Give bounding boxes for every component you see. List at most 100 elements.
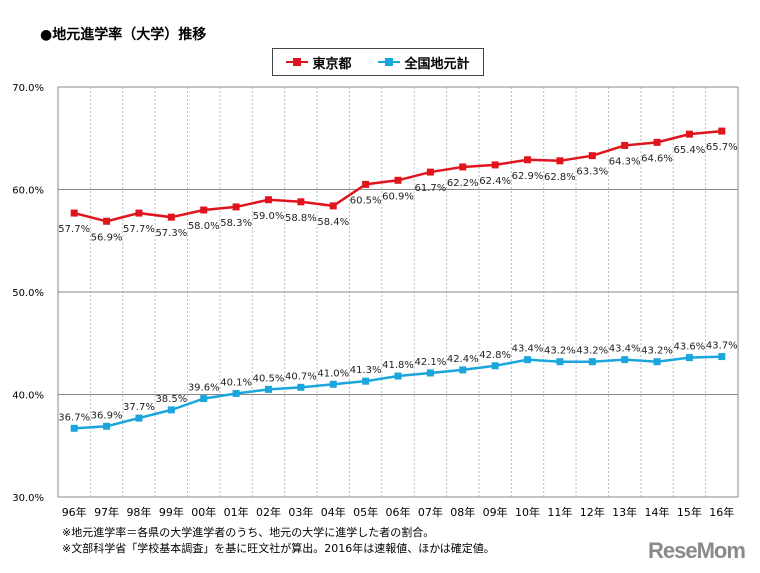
y-tick-label: 30.0% xyxy=(12,493,44,504)
data-label: 57.7% xyxy=(58,224,90,235)
x-tick-label: 03年 xyxy=(288,505,313,519)
data-point xyxy=(394,372,402,380)
x-tick-label: 13年 xyxy=(612,505,637,519)
x-tick-label: 02年 xyxy=(256,505,281,519)
data-point xyxy=(232,389,240,397)
data-point xyxy=(426,168,434,176)
data-point xyxy=(394,176,402,184)
data-point xyxy=(685,354,693,362)
y-tick-label: 60.0% xyxy=(12,186,44,197)
data-point xyxy=(524,156,532,164)
data-point xyxy=(167,213,175,221)
data-point xyxy=(588,358,596,366)
x-tick-label: 08年 xyxy=(450,505,475,519)
data-label: 58.3% xyxy=(220,218,252,229)
data-point xyxy=(459,366,467,374)
data-label: 40.7% xyxy=(285,371,317,382)
data-label: 57.3% xyxy=(155,228,187,239)
y-tick-label: 40.0% xyxy=(12,391,44,402)
x-tick-label: 06年 xyxy=(386,505,411,519)
x-tick-label: 01年 xyxy=(224,505,249,519)
chart-title: ●地元進学率（大学）推移 xyxy=(40,27,207,43)
x-tick-label: 05年 xyxy=(353,505,378,519)
data-label: 43.7% xyxy=(706,341,738,352)
data-point xyxy=(70,209,78,217)
data-point xyxy=(103,217,111,225)
x-tick-label: 11年 xyxy=(547,505,572,519)
data-point xyxy=(621,356,629,364)
legend-swatch xyxy=(286,58,309,66)
data-label: 59.0% xyxy=(253,211,285,222)
data-label: 63.3% xyxy=(576,167,608,178)
data-point xyxy=(362,180,370,188)
data-point xyxy=(232,203,240,211)
x-tick-label: 98年 xyxy=(126,505,151,519)
x-tick-label: 16年 xyxy=(709,505,734,519)
data-label: 40.5% xyxy=(253,373,285,384)
legend-item-national: 全国地元計 xyxy=(378,53,470,72)
x-tick-label: 09年 xyxy=(483,505,508,519)
data-point xyxy=(200,395,208,403)
y-tick-label: 70.0% xyxy=(12,83,44,94)
data-point xyxy=(103,422,111,430)
data-point xyxy=(264,196,272,204)
data-label: 42.1% xyxy=(414,357,446,368)
data-point xyxy=(70,424,78,432)
x-tick-label: 14年 xyxy=(645,505,670,519)
data-point xyxy=(362,377,370,385)
x-tick-label: 07年 xyxy=(418,505,443,519)
data-point xyxy=(329,202,337,210)
data-label: 42.8% xyxy=(479,350,511,361)
data-label: 43.2% xyxy=(544,346,576,357)
legend-item-tokyo: 東京都 xyxy=(286,53,352,72)
data-point xyxy=(167,406,175,414)
data-point xyxy=(653,138,661,146)
data-point xyxy=(588,152,596,160)
data-point xyxy=(491,362,499,370)
data-point xyxy=(524,356,532,364)
resemom-logo: ReseMom xyxy=(648,538,746,563)
x-tick-label: 12年 xyxy=(580,505,605,519)
data-label: 58.4% xyxy=(317,217,349,228)
x-tick-label: 15年 xyxy=(677,505,702,519)
x-tick-label: 99年 xyxy=(159,505,184,519)
data-point xyxy=(621,141,629,149)
data-point xyxy=(297,198,305,206)
data-point xyxy=(264,385,272,393)
footnote: ※文部科学省「学校基本調査」を基に旺文社が算出。2016年は速報値、ほかは確定値… xyxy=(62,542,495,555)
data-label: 43.2% xyxy=(641,346,673,357)
data-label: 56.9% xyxy=(91,232,123,243)
x-tick-label: 04年 xyxy=(321,505,346,519)
data-label: 62.8% xyxy=(544,172,576,183)
data-label: 41.0% xyxy=(317,368,349,379)
data-label: 62.2% xyxy=(447,178,479,189)
data-label: 65.7% xyxy=(706,142,738,153)
data-label: 37.7% xyxy=(123,402,155,413)
data-point xyxy=(491,161,499,169)
x-tick-label: 00年 xyxy=(191,505,216,519)
data-point xyxy=(135,414,143,422)
data-label: 61.7% xyxy=(414,183,446,194)
data-point xyxy=(135,209,143,217)
data-point xyxy=(200,206,208,214)
data-label: 62.4% xyxy=(479,176,511,187)
data-label: 62.9% xyxy=(512,171,544,182)
data-label: 65.4% xyxy=(674,145,706,156)
data-label: 36.7% xyxy=(58,412,90,423)
data-label: 57.7% xyxy=(123,224,155,235)
legend-label: 東京都 xyxy=(312,56,352,72)
data-point xyxy=(718,127,726,135)
data-label: 43.6% xyxy=(674,342,706,353)
x-tick-label: 97年 xyxy=(94,505,119,519)
y-tick-label: 50.0% xyxy=(12,288,44,299)
legend: 東京都 全国地元計 xyxy=(272,48,484,76)
data-point xyxy=(556,358,564,366)
data-point xyxy=(653,358,661,366)
data-point xyxy=(329,380,337,388)
data-label: 39.6% xyxy=(188,383,220,394)
data-point xyxy=(556,157,564,165)
data-label: 60.5% xyxy=(350,195,382,206)
data-label: 64.6% xyxy=(641,153,673,164)
data-point xyxy=(297,383,305,391)
